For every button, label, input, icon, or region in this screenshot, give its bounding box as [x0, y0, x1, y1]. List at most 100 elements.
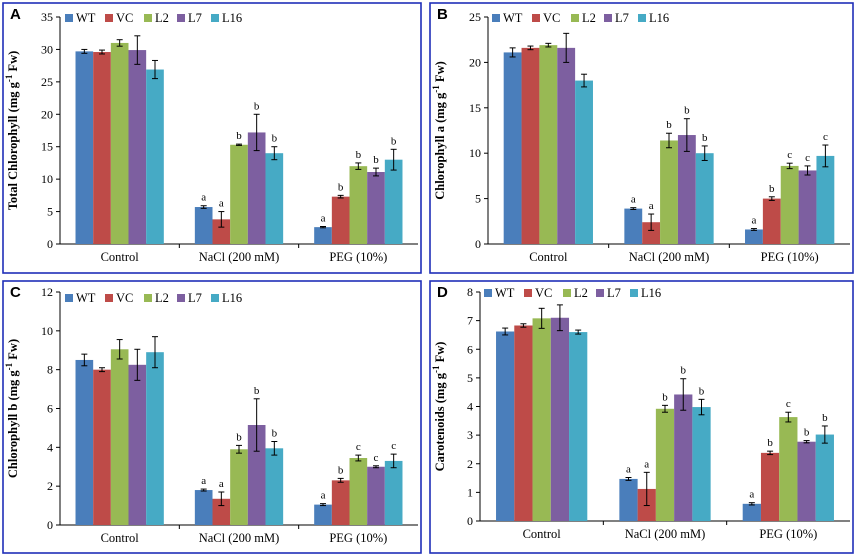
legend-swatch-l2 — [563, 289, 571, 297]
y-tick-label: 6 — [467, 342, 473, 356]
bar-l16-2 — [265, 153, 284, 244]
bar-l7-1 — [128, 50, 147, 244]
panel-frame — [429, 280, 854, 554]
significance-label: a — [219, 478, 224, 490]
bar-wt-3 — [745, 229, 763, 244]
category-label: PEG (10%) — [759, 527, 817, 541]
y-tick-label: 5 — [475, 192, 481, 206]
y-tick-label: 4 — [467, 400, 473, 414]
y-tick-label: 3 — [467, 428, 473, 442]
bar-vc-3 — [762, 198, 781, 244]
y-tick-label: 12 — [41, 285, 53, 299]
y-tick-label: 0 — [47, 237, 53, 251]
y-tick-label: 7 — [467, 314, 473, 328]
category-label: NaCl (200 mM) — [199, 531, 280, 545]
bar-l2-1 — [110, 42, 129, 244]
bar-l7-3 — [797, 441, 816, 521]
significance-label: b — [236, 431, 242, 443]
y-tick-label: 6 — [47, 402, 53, 416]
y-axis-title: Carotenoids (mg g-1 Fw) — [431, 342, 447, 472]
bar-wt-2 — [619, 478, 638, 521]
significance-label: c — [786, 398, 791, 410]
bar-vc-2 — [642, 222, 661, 244]
bar-l16-1 — [146, 352, 164, 525]
legend: WT VC L2 L7 L16 — [484, 286, 661, 300]
bar-l2-1 — [110, 349, 129, 525]
legend-swatch-l7 — [604, 14, 612, 22]
category-label: Control — [101, 250, 140, 264]
legend: WT VC L2 L7 L16 — [65, 291, 242, 305]
bar-wt-2 — [194, 490, 213, 525]
category-label: Control — [101, 531, 140, 545]
y-tick-label: 4 — [47, 440, 53, 454]
panel-frame — [2, 2, 422, 274]
bar-l16-2 — [692, 407, 711, 521]
y-tick-label: 5 — [47, 205, 53, 219]
legend-label-wt: WT — [76, 11, 96, 25]
legend-swatch-l2 — [144, 14, 152, 22]
y-tick-label: 0 — [467, 514, 473, 528]
y-tick-label: 10 — [41, 324, 53, 338]
y-tick-label: 2 — [47, 479, 53, 493]
y-tick-label: 5 — [467, 371, 473, 385]
legend-swatch-vc — [105, 14, 113, 22]
significance-label: a — [649, 200, 654, 212]
bar-vc-2 — [212, 219, 231, 244]
y-tick-label: 8 — [467, 285, 473, 299]
bar-wt-1 — [496, 331, 515, 521]
bar-l16-3 — [815, 434, 834, 521]
bar-l2-3 — [780, 165, 799, 244]
legend-label-l7: L7 — [607, 286, 621, 300]
y-tick-label: 20 — [469, 55, 481, 69]
y-tick-label: 0 — [475, 237, 481, 251]
bar-wt-1 — [75, 359, 94, 525]
bar-l2-3 — [349, 166, 368, 244]
legend-swatch-wt — [484, 289, 492, 297]
legend: WT VC L2 L7 L16 — [65, 11, 242, 25]
bar-vc-3 — [760, 452, 780, 521]
legend-label-vc: VC — [116, 291, 133, 305]
significance-label: c — [356, 441, 361, 453]
y-tick-label: 30 — [41, 42, 53, 56]
significance-label: b — [236, 130, 242, 142]
legend-label-wt: WT — [503, 11, 523, 25]
panel-letter: D — [437, 284, 448, 301]
significance-label: a — [321, 490, 326, 502]
legend-swatch-l2 — [571, 14, 579, 22]
bar-wt-2 — [624, 208, 643, 244]
legend-label-vc: VC — [543, 11, 560, 25]
y-tick-label: 1 — [467, 485, 473, 499]
bar-vc-3 — [331, 480, 350, 525]
y-tick-label: 20 — [41, 107, 53, 121]
bar-l16-1 — [146, 69, 164, 244]
y-tick-label: 0 — [47, 518, 53, 532]
significance-label: c — [787, 149, 792, 161]
legend-label-l16: L16 — [222, 11, 242, 25]
bar-vc-1 — [521, 47, 540, 244]
bar-wt-2 — [194, 207, 213, 244]
legend-label-vc: VC — [535, 286, 552, 300]
bar-l7-3 — [367, 172, 385, 244]
significance-label: b — [702, 132, 708, 144]
bar-l2-3 — [349, 458, 368, 525]
bar-wt-1 — [503, 52, 522, 244]
y-tick-label: 10 — [41, 172, 53, 186]
significance-label: a — [201, 475, 206, 487]
significance-label: a — [749, 489, 754, 501]
panel-letter: B — [437, 6, 448, 23]
bar-l16-2 — [695, 153, 714, 244]
bar-vc-1 — [93, 52, 111, 244]
category-label: NaCl (200 mM) — [625, 527, 706, 541]
bar-l16-3 — [384, 460, 403, 525]
bar-l7-2 — [247, 132, 266, 244]
significance-label: a — [631, 194, 636, 206]
significance-label: a — [219, 198, 224, 210]
y-tick-label: 2 — [467, 457, 473, 471]
significance-label: a — [321, 212, 326, 224]
significance-label: b — [338, 181, 344, 193]
legend-label-wt: WT — [495, 286, 515, 300]
y-tick-label: 15 — [469, 101, 481, 115]
significance-label: c — [391, 440, 396, 452]
